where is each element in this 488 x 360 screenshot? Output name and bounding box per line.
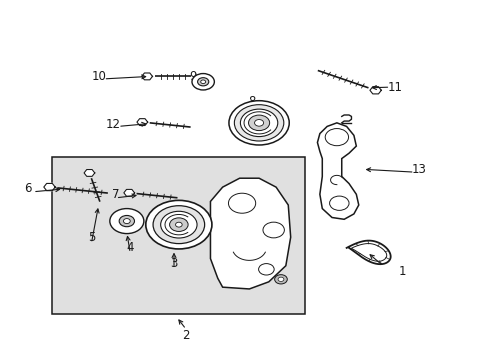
- Circle shape: [197, 78, 208, 86]
- FancyBboxPatch shape: [52, 157, 305, 314]
- Circle shape: [274, 275, 287, 284]
- Circle shape: [145, 201, 211, 249]
- Circle shape: [119, 215, 134, 227]
- Polygon shape: [142, 73, 152, 80]
- Text: 11: 11: [387, 81, 402, 94]
- Circle shape: [161, 211, 197, 238]
- Circle shape: [169, 218, 188, 231]
- Circle shape: [228, 193, 255, 213]
- Circle shape: [325, 129, 348, 146]
- Circle shape: [329, 196, 348, 210]
- Text: 2: 2: [182, 329, 189, 342]
- Polygon shape: [84, 170, 95, 176]
- Text: 9: 9: [189, 70, 197, 83]
- Circle shape: [263, 222, 284, 238]
- Circle shape: [200, 80, 205, 84]
- Circle shape: [240, 109, 277, 136]
- Text: 7: 7: [112, 188, 119, 201]
- Circle shape: [258, 264, 274, 275]
- Circle shape: [192, 73, 214, 90]
- Text: 4: 4: [126, 241, 134, 255]
- Circle shape: [175, 222, 182, 227]
- Circle shape: [153, 206, 204, 244]
- Circle shape: [123, 219, 130, 224]
- Polygon shape: [369, 87, 381, 94]
- Circle shape: [278, 277, 284, 282]
- Text: 13: 13: [411, 163, 426, 176]
- Text: 8: 8: [247, 95, 255, 108]
- Text: 6: 6: [24, 183, 32, 195]
- Polygon shape: [44, 184, 55, 191]
- Circle shape: [228, 101, 288, 145]
- Polygon shape: [137, 119, 147, 126]
- Circle shape: [110, 208, 143, 234]
- Circle shape: [254, 120, 263, 126]
- Text: 12: 12: [105, 118, 121, 131]
- Polygon shape: [317, 123, 358, 219]
- Text: 1: 1: [398, 265, 406, 278]
- Text: 3: 3: [170, 257, 177, 270]
- Polygon shape: [123, 189, 134, 196]
- Text: 5: 5: [87, 231, 95, 244]
- Circle shape: [234, 105, 283, 141]
- Polygon shape: [210, 178, 290, 289]
- Circle shape: [248, 115, 269, 131]
- Text: 10: 10: [91, 70, 106, 83]
